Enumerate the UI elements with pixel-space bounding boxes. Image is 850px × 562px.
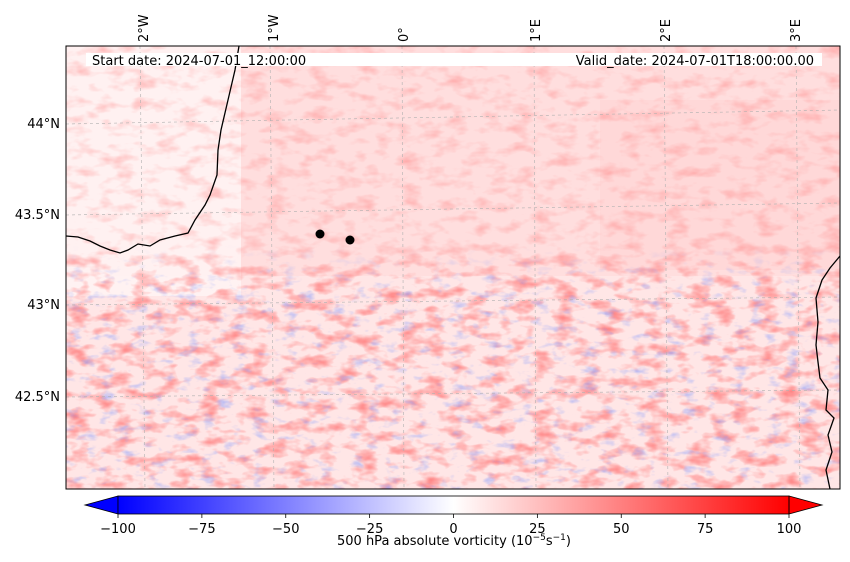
colorbar-tick-label: 0 [449, 522, 457, 537]
lon-label-2w: 2°W [137, 14, 152, 42]
location-marker-2 [345, 235, 355, 245]
colorbar-tick-label: 50 [613, 522, 630, 537]
lon-label-3e: 3°E [789, 19, 804, 42]
colorbar-tick-label: −25 [356, 522, 383, 537]
start-date-label: Start date: 2024-07-01_12:00:00 [92, 54, 306, 69]
colorbar-tick-label: −75 [188, 522, 215, 537]
colorbar: −100 −75 −50 −25 0 25 50 75 100 500 hPa absolute… [83, 495, 824, 549]
map-border [65, 45, 841, 490]
valid-date-label: Valid_date: 2024-07-01T18:00:00.00 [576, 54, 814, 69]
colorbar-tick-label: 75 [697, 522, 714, 537]
colorbar-label-main: 500 hPa absolute vorticity (10 [337, 534, 533, 549]
header-strip [86, 53, 822, 66]
location-marker-1 [315, 229, 325, 239]
vorticity-noise-blue-south [66, 46, 840, 489]
latitude-labels: 44°N 43.5°N 43°N 42.5°N [15, 117, 60, 405]
colorbar-tick-label: −50 [272, 522, 299, 537]
lat-label-44n: 44°N [27, 117, 60, 132]
colorbar-ticks: −100 −75 −50 −25 0 25 50 75 100 [100, 514, 801, 537]
lat-label-43-5n: 43.5°N [15, 208, 60, 223]
coastline-biscay [66, 46, 240, 254]
map-panel: Start date: 2024-07-01_12:00:00 Valid_da… [66, 46, 840, 489]
lat-label-42-5n: 42.5°N [15, 390, 60, 405]
colorbar-label-exp2: −1 [553, 533, 566, 543]
colorbar-label: 500 hPa absolute vorticity (10−5s−1) [337, 533, 571, 549]
lon-label-1w: 1°W [267, 14, 282, 42]
colorbar-extend-min [83, 495, 119, 515]
colorbar-tick-label: 25 [529, 522, 546, 537]
colorbar-label-mid: s [546, 534, 553, 549]
colorbar-body [118, 496, 789, 514]
colorbar-tick-label: 100 [777, 522, 802, 537]
lon-label-1e: 1°E [529, 19, 544, 42]
lon-label-2e: 2°E [659, 19, 674, 42]
lat-label-43n: 43°N [27, 298, 60, 313]
colorbar-label-exp1: −5 [533, 533, 546, 543]
lon-label-0: 0° [397, 27, 412, 42]
longitude-labels: 2°W 1°W 0° 1°E 2°E 3°E [137, 14, 804, 42]
colorbar-label-end: ) [566, 534, 571, 549]
colorbar-extend-max [788, 495, 824, 515]
coastline-mediterranean [815, 255, 840, 489]
colorbar-tick-label: −100 [100, 522, 136, 537]
gridlines [66, 46, 840, 489]
